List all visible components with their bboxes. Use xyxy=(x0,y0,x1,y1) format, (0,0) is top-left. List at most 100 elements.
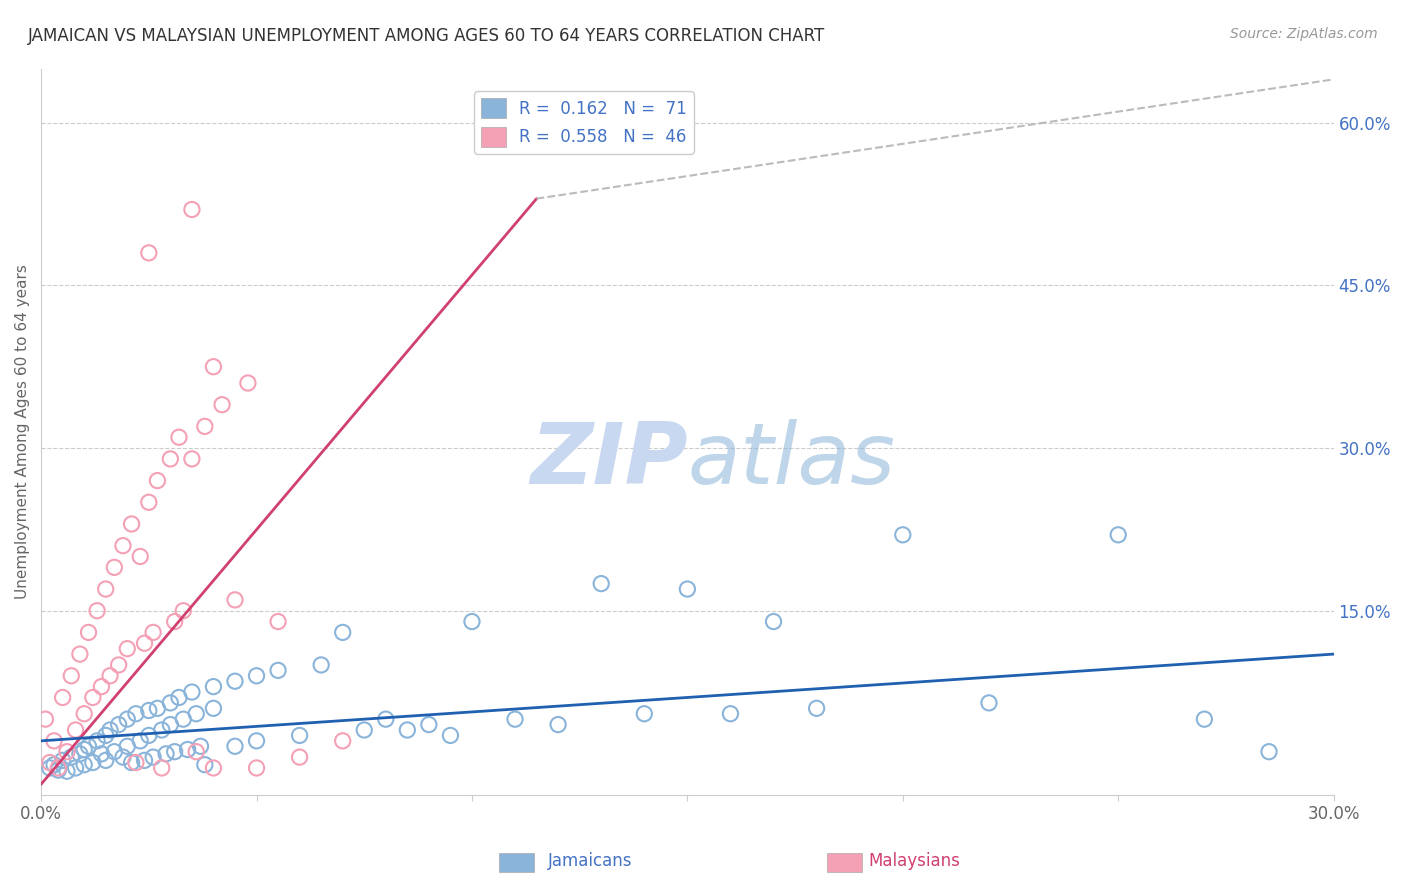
Point xyxy=(90,747,112,761)
Point xyxy=(107,717,129,731)
Point xyxy=(56,745,79,759)
Point xyxy=(676,582,699,596)
Point xyxy=(98,669,121,683)
Point xyxy=(172,712,194,726)
Point xyxy=(103,560,125,574)
Point xyxy=(138,704,160,718)
Point xyxy=(245,761,267,775)
Text: Malaysians: Malaysians xyxy=(868,852,960,870)
Point xyxy=(138,495,160,509)
Point xyxy=(46,761,69,775)
Point xyxy=(94,753,117,767)
Point xyxy=(73,742,96,756)
Point xyxy=(202,680,225,694)
Point xyxy=(138,245,160,260)
Point xyxy=(180,451,202,466)
Point xyxy=(86,604,108,618)
Point xyxy=(103,745,125,759)
Point xyxy=(439,728,461,742)
Point xyxy=(107,657,129,672)
Point xyxy=(332,734,354,748)
Point xyxy=(125,706,148,721)
Point xyxy=(267,664,290,678)
Point xyxy=(73,757,96,772)
Point xyxy=(117,739,139,754)
Point xyxy=(167,690,190,705)
Point xyxy=(236,376,259,390)
Point xyxy=(172,604,194,618)
Point xyxy=(288,728,311,742)
Point xyxy=(38,761,60,775)
Point xyxy=(94,582,117,596)
Point xyxy=(176,742,198,756)
Point xyxy=(146,701,169,715)
Point xyxy=(69,747,91,761)
Point xyxy=(60,669,83,683)
Point xyxy=(155,747,177,761)
Point xyxy=(503,712,526,726)
Point xyxy=(353,723,375,737)
Point xyxy=(211,398,233,412)
Point xyxy=(374,712,396,726)
Point xyxy=(77,739,100,754)
Point xyxy=(111,539,134,553)
Point xyxy=(69,647,91,661)
Point xyxy=(82,756,104,770)
Text: atlas: atlas xyxy=(688,419,896,502)
Point xyxy=(194,757,217,772)
Point xyxy=(82,690,104,705)
Point xyxy=(159,696,181,710)
Text: ZIP: ZIP xyxy=(530,419,688,502)
Point xyxy=(42,757,65,772)
Point xyxy=(65,761,87,775)
Point xyxy=(224,674,246,689)
Point xyxy=(633,706,655,721)
Point xyxy=(138,728,160,742)
Point xyxy=(245,734,267,748)
Point xyxy=(1194,712,1216,726)
Point xyxy=(245,669,267,683)
Point xyxy=(309,657,332,672)
Point xyxy=(224,593,246,607)
Point xyxy=(891,528,914,542)
Point xyxy=(60,750,83,764)
Point xyxy=(202,701,225,715)
Point xyxy=(90,680,112,694)
Point xyxy=(202,359,225,374)
Point xyxy=(806,701,828,715)
Point xyxy=(163,615,186,629)
Point xyxy=(163,745,186,759)
Point xyxy=(186,745,208,759)
Point xyxy=(202,761,225,775)
Text: Jamaicans: Jamaicans xyxy=(548,852,633,870)
Point xyxy=(190,739,212,754)
Point xyxy=(34,712,56,726)
Point xyxy=(547,717,569,731)
Point xyxy=(288,750,311,764)
Point xyxy=(332,625,354,640)
Point xyxy=(186,706,208,721)
Y-axis label: Unemployment Among Ages 60 to 64 years: Unemployment Among Ages 60 to 64 years xyxy=(15,264,30,599)
Point xyxy=(150,761,173,775)
Point xyxy=(117,641,139,656)
Point xyxy=(52,753,75,767)
Point xyxy=(1107,528,1129,542)
Point xyxy=(267,615,290,629)
Point xyxy=(125,756,148,770)
Point xyxy=(98,723,121,737)
Point xyxy=(461,615,484,629)
Point xyxy=(159,451,181,466)
Point xyxy=(111,750,134,764)
Point xyxy=(65,723,87,737)
Text: Source: ZipAtlas.com: Source: ZipAtlas.com xyxy=(1230,27,1378,41)
Point xyxy=(134,753,156,767)
Point xyxy=(73,706,96,721)
Point xyxy=(418,717,440,731)
Point xyxy=(56,764,79,779)
Legend: R =  0.162   N =  71, R =  0.558   N =  46: R = 0.162 N = 71, R = 0.558 N = 46 xyxy=(474,91,693,153)
Point xyxy=(720,706,742,721)
Point xyxy=(167,430,190,444)
Point xyxy=(38,756,60,770)
Point xyxy=(94,728,117,742)
Point xyxy=(142,750,165,764)
